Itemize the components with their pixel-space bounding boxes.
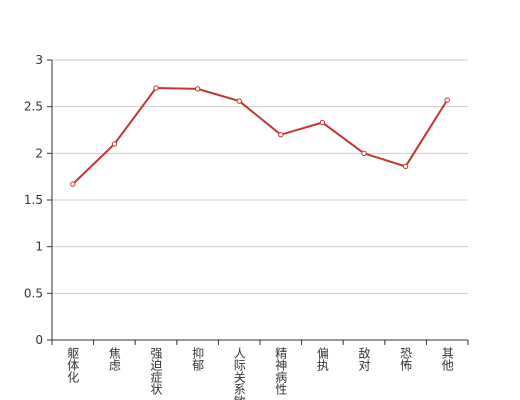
x-tick-label: 恐怖 bbox=[399, 347, 413, 371]
point bbox=[319, 119, 326, 126]
y-tick-label: 1 bbox=[35, 240, 43, 254]
point bbox=[236, 98, 242, 104]
x-tick-label: 人际关系敏感 bbox=[232, 347, 246, 400]
point bbox=[70, 181, 76, 187]
y-tick-label: 0 bbox=[35, 333, 43, 347]
x-tick-label: 偏执 bbox=[315, 346, 329, 372]
y-tick-label: 2 bbox=[35, 146, 43, 160]
y-tick-label: 1.5 bbox=[24, 193, 43, 207]
x-tick-label: 其他 bbox=[440, 347, 454, 371]
point bbox=[111, 141, 118, 147]
point bbox=[402, 163, 409, 170]
x-tick-label: 焦虑 bbox=[107, 347, 121, 371]
point bbox=[194, 86, 201, 92]
x-tick-label: 躯体化 bbox=[66, 346, 80, 384]
point bbox=[278, 131, 284, 138]
point bbox=[361, 150, 367, 157]
y-tick-label: 3 bbox=[35, 53, 43, 67]
x-tick-label: 抑郁 bbox=[191, 346, 205, 372]
x-tick-label: 敌对 bbox=[357, 346, 371, 371]
x-tick-label: 精神病性 bbox=[274, 347, 288, 396]
x-tick-label: 强迫症状 bbox=[149, 347, 163, 395]
point bbox=[153, 85, 159, 91]
y-tick-label: 0.5 bbox=[24, 286, 43, 300]
y-tick-label: 2.5 bbox=[24, 100, 43, 114]
line bbox=[72, 86, 449, 185]
point bbox=[444, 97, 450, 103]
